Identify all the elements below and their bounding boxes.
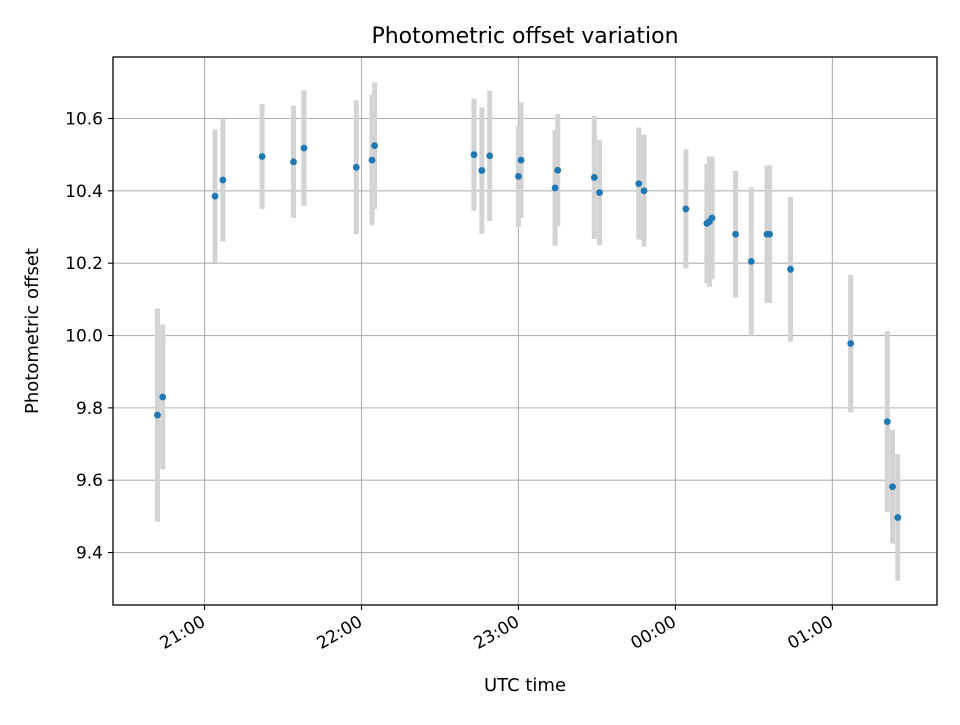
data-point xyxy=(682,205,690,213)
data-point xyxy=(470,151,478,159)
ticks: 21:00 22:00 23:00 00:00 01:009.49.69.810.010… xyxy=(65,109,837,653)
y-tick-label: 10.0 xyxy=(65,327,103,347)
data-point xyxy=(478,167,486,174)
data-point xyxy=(154,411,161,419)
y-tick-label: 10.4 xyxy=(65,182,103,202)
data-point xyxy=(747,257,755,265)
data-point xyxy=(847,340,855,347)
data-point xyxy=(708,214,716,222)
data-point xyxy=(889,483,896,491)
data-point xyxy=(894,514,902,521)
data-point xyxy=(159,393,167,401)
data-point xyxy=(258,153,266,160)
y-tick-label: 9.8 xyxy=(76,399,103,419)
data-point xyxy=(352,163,360,171)
data-point xyxy=(290,158,297,166)
chart-title: Photometric offset variation xyxy=(371,24,678,49)
data-point xyxy=(554,166,562,174)
data-point xyxy=(766,230,773,238)
data-point xyxy=(596,189,603,197)
data-point xyxy=(300,144,308,152)
y-tick-label: 9.6 xyxy=(76,471,103,491)
data-point xyxy=(371,142,378,150)
x-axis-label: UTC time xyxy=(484,675,566,696)
data-point xyxy=(787,265,794,273)
data-point xyxy=(515,172,522,180)
plot-frame xyxy=(112,56,938,606)
data-point xyxy=(732,230,739,238)
y-tick-label: 10.6 xyxy=(65,109,103,129)
data-point xyxy=(486,152,494,160)
data-point xyxy=(640,187,648,195)
data-point xyxy=(883,418,891,426)
data-point xyxy=(368,156,376,164)
data-point xyxy=(517,156,525,164)
y-tick-label: 9.4 xyxy=(76,544,103,564)
data-point xyxy=(551,184,559,192)
data-point xyxy=(211,192,219,200)
data-point xyxy=(635,180,643,188)
data-points xyxy=(154,142,902,521)
data-point xyxy=(219,176,227,184)
y-tick-label: 10.2 xyxy=(65,254,103,274)
data-point xyxy=(590,174,598,181)
y-axis-label: Photometric offset xyxy=(22,248,43,414)
